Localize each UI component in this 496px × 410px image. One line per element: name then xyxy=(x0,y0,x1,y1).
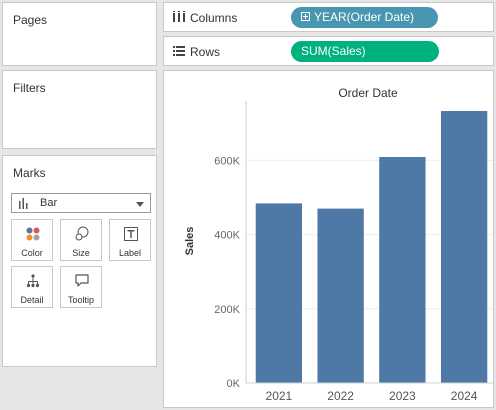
expand-plus-icon[interactable] xyxy=(301,12,310,21)
tooltip-label: Tooltip xyxy=(67,295,94,305)
y-tick-label: 400K xyxy=(214,230,240,242)
x-tick-label: 2024 xyxy=(451,389,478,403)
bar-2024[interactable] xyxy=(440,111,488,383)
detail-hierarchy-icon xyxy=(25,273,41,289)
mark-type-dropdown[interactable]: Bar xyxy=(11,193,151,213)
bar-2022[interactable] xyxy=(317,208,364,383)
pages-card[interactable]: Pages xyxy=(2,2,157,66)
detail-button[interactable]: Detail xyxy=(11,266,53,308)
bar-2023[interactable] xyxy=(379,157,426,383)
y-tick-label: 0K xyxy=(227,378,241,390)
filters-card[interactable]: Filters xyxy=(2,70,157,149)
x-tick-label: 2021 xyxy=(266,389,293,403)
y-tick-label: 200K xyxy=(214,304,240,316)
rows-icon xyxy=(172,44,186,58)
label-label: Label xyxy=(118,248,142,258)
tooltip-button[interactable]: Tooltip xyxy=(60,266,102,308)
x-tick-label: 2022 xyxy=(327,389,354,403)
color-label: Color xyxy=(21,248,43,258)
x-axis-ticks: 2021 2022 2023 2024 xyxy=(266,389,478,403)
columns-shelf[interactable]: Columns YEAR(Order Date) xyxy=(163,2,494,32)
pages-title: Pages xyxy=(13,13,48,27)
columns-pill-text: YEAR(Order Date) xyxy=(314,10,415,24)
filters-title: Filters xyxy=(13,81,46,95)
color-button[interactable]: Color xyxy=(11,219,53,261)
chevron-down-icon xyxy=(136,202,144,207)
year-order-date-pill[interactable]: YEAR(Order Date) xyxy=(291,7,438,28)
bar-2021[interactable] xyxy=(255,203,303,383)
sum-sales-pill[interactable]: SUM(Sales) xyxy=(291,41,439,62)
size-button[interactable]: Size xyxy=(60,219,102,261)
y-axis-ticks: 0K 200K 400K 600K xyxy=(214,155,240,390)
color-palette-icon xyxy=(25,226,41,242)
bar-chart: Order Date Sales 0K 200K 400K 600K 2021 2022… xyxy=(184,86,493,403)
y-tick-label: 600K xyxy=(214,155,240,167)
speech-bubble-icon xyxy=(74,273,90,289)
marks-card: Marks Bar Color xyxy=(2,155,157,367)
chart-view: Order Date Sales 0K 200K 400K 600K 2021 2022… xyxy=(163,70,494,408)
chart-title: Order Date xyxy=(338,86,398,100)
size-label: Size xyxy=(72,248,90,258)
columns-icon xyxy=(172,10,186,24)
rows-label: Rows xyxy=(190,45,221,59)
rows-shelf[interactable]: Rows SUM(Sales) xyxy=(163,36,494,66)
marks-title: Marks xyxy=(13,166,46,180)
x-tick-label: 2023 xyxy=(389,389,416,403)
label-button[interactable]: Label xyxy=(109,219,151,261)
size-circles-icon xyxy=(74,226,90,242)
bars xyxy=(255,111,488,383)
mark-type-value: Bar xyxy=(40,197,58,209)
text-label-icon xyxy=(123,226,139,242)
bar-chart-icon xyxy=(18,198,32,212)
detail-label: Detail xyxy=(20,295,44,305)
y-axis-title: Sales xyxy=(184,227,196,256)
columns-label: Columns xyxy=(190,11,238,25)
